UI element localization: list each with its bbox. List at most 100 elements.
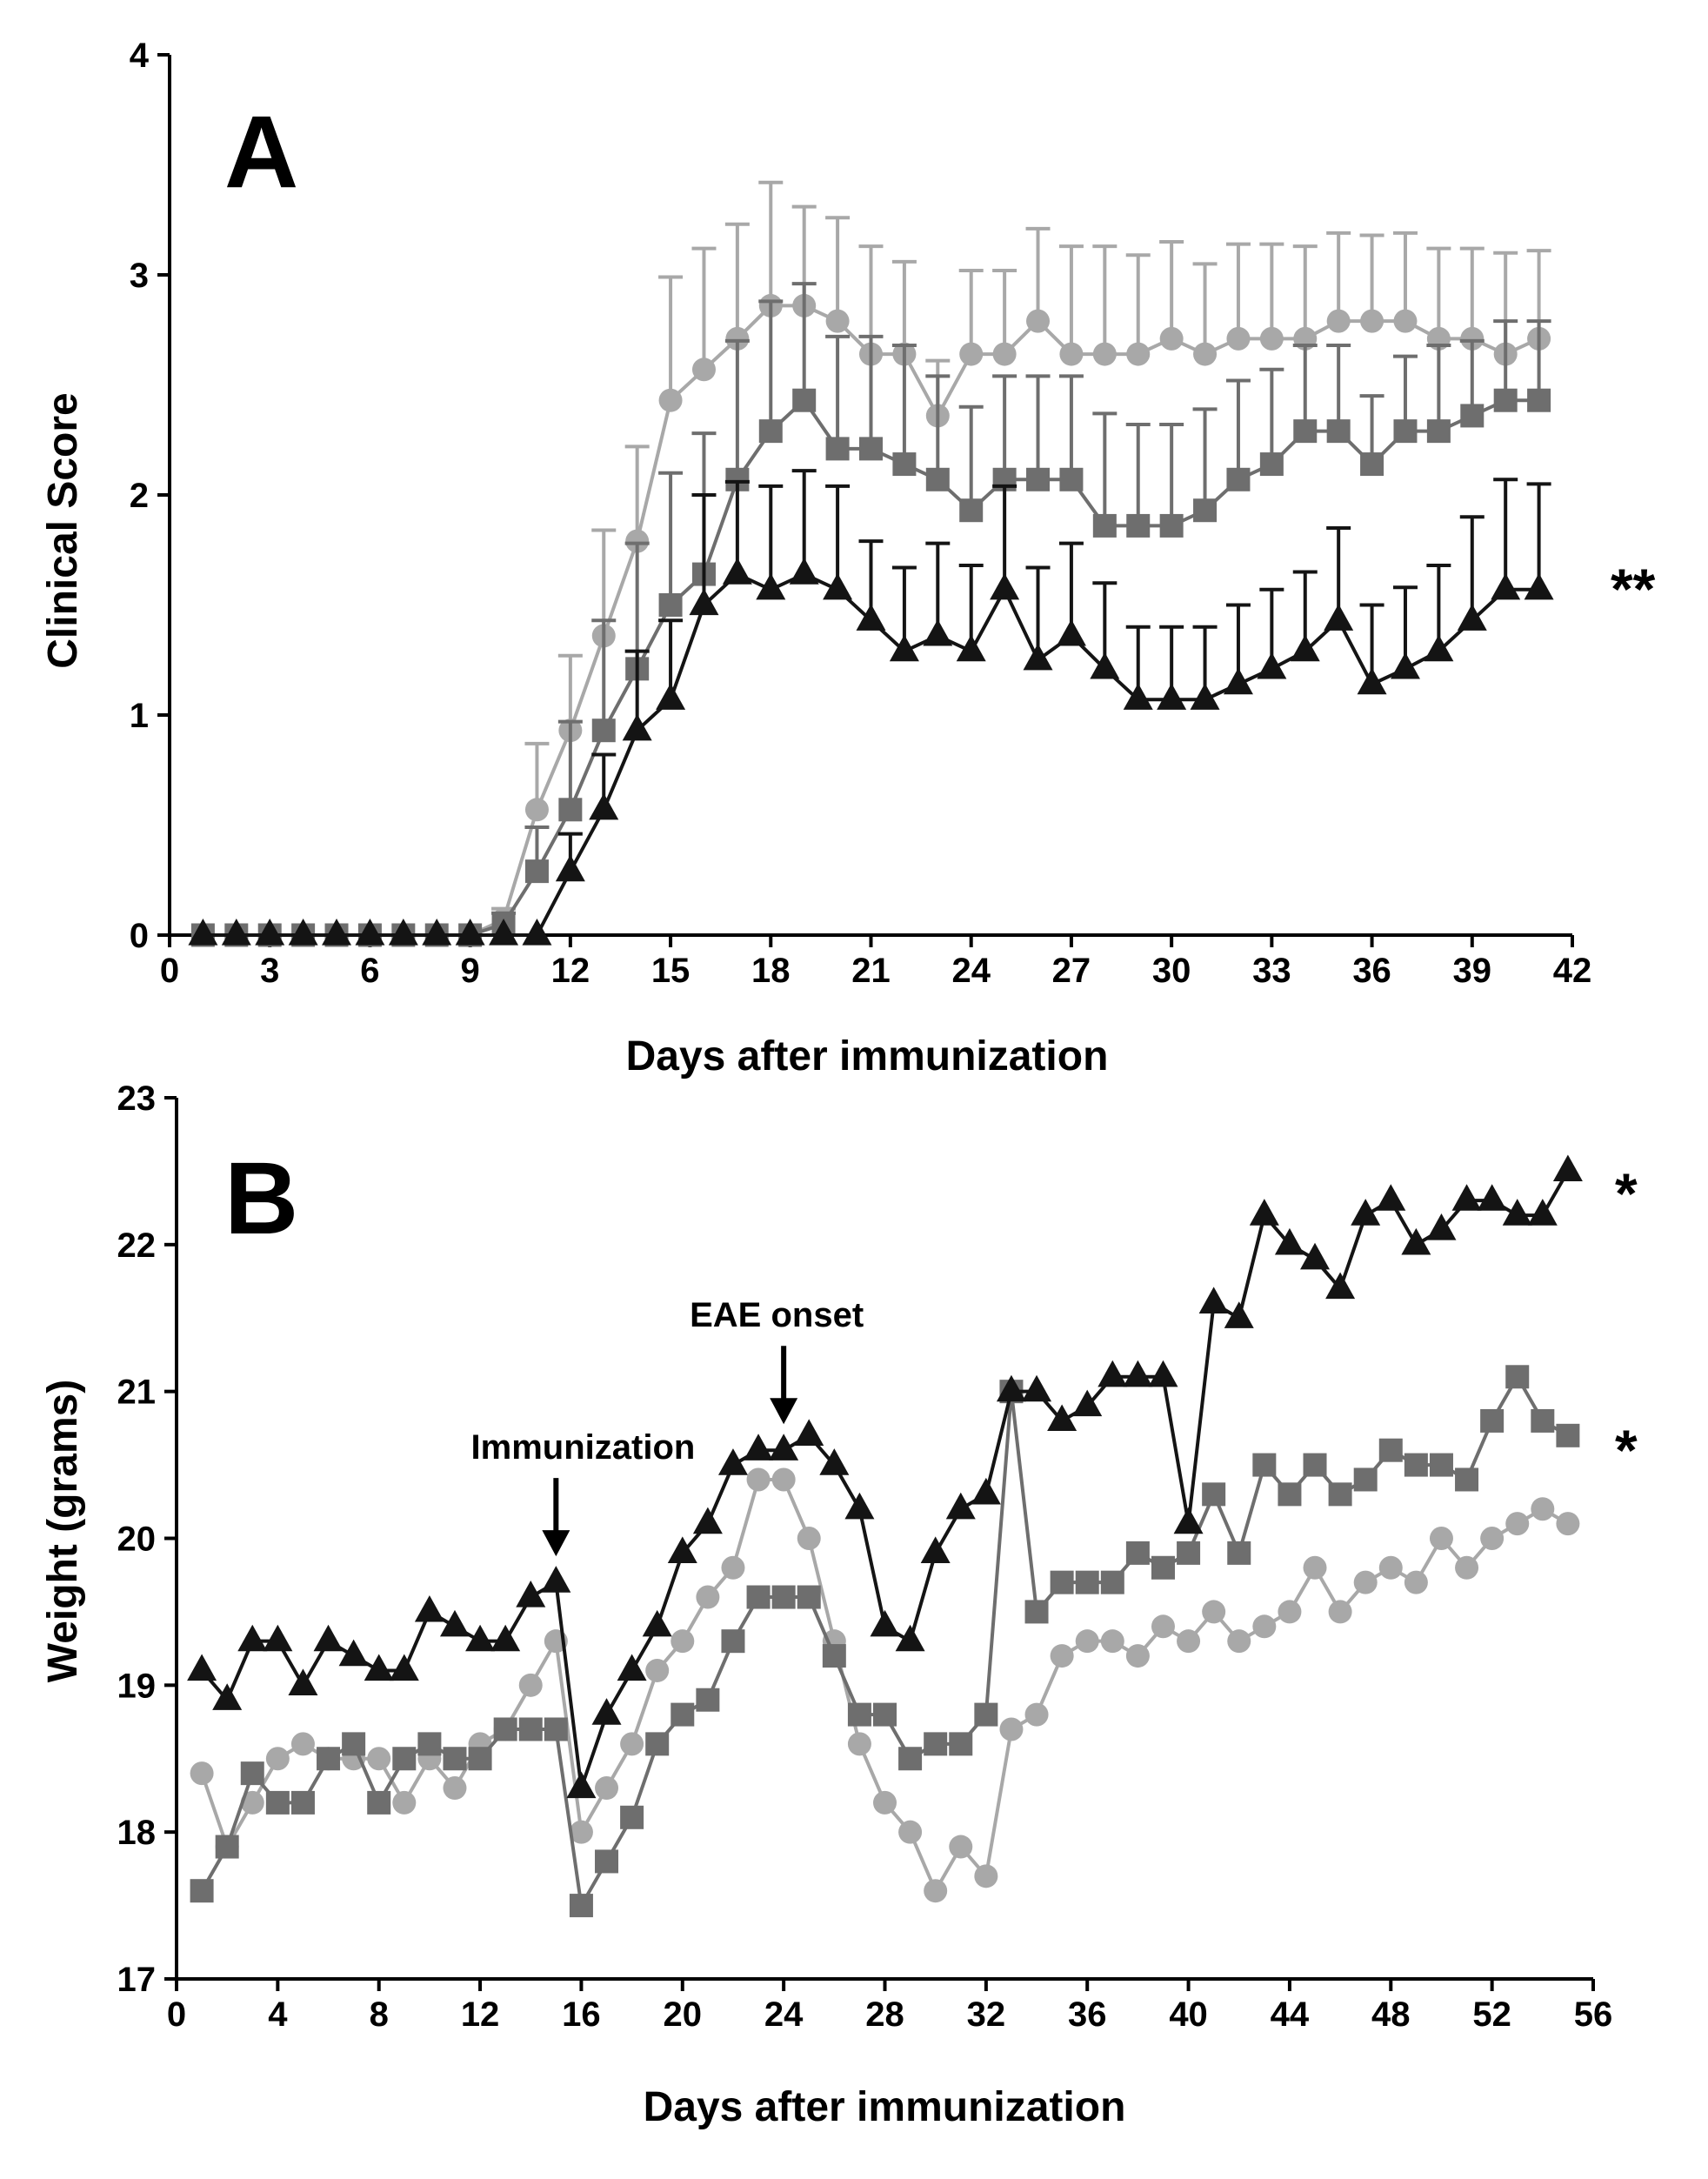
data-point-triangle: [237, 1624, 268, 1652]
series-black-triangles: [187, 1154, 1583, 1799]
data-point-triangle: [1173, 1507, 1204, 1534]
data-point-square: [1177, 1541, 1201, 1565]
data-point-triangle: [617, 1654, 647, 1681]
data-point-square: [1226, 467, 1251, 491]
data-point-square: [797, 1585, 821, 1609]
data-point-triangle: [1527, 1199, 1558, 1226]
data-point-square: [1556, 1423, 1580, 1447]
data-point-circle: [671, 1629, 695, 1654]
data-point-triangle: [870, 1609, 900, 1637]
data-point-circle: [1429, 1527, 1453, 1550]
data-point-square: [746, 1585, 771, 1609]
data-point-circle: [1100, 1629, 1124, 1654]
data-point-triangle: [541, 1566, 571, 1593]
data-point-square: [1531, 1408, 1555, 1433]
data-point-triangle: [1249, 1199, 1279, 1226]
panel-b-x-axis-title: Days after immunization: [644, 2084, 1126, 2130]
data-point-circle: [974, 1864, 998, 1888]
data-point-square: [721, 1629, 745, 1654]
annotation-arrowhead: [770, 1398, 798, 1425]
data-point-triangle: [889, 634, 919, 662]
data-point-triangle: [1123, 1360, 1153, 1387]
data-point-square: [1059, 467, 1084, 491]
panel-a-letter: A: [224, 95, 298, 210]
data-point-square: [493, 1717, 517, 1741]
data-point-triangle: [823, 572, 853, 600]
data-point-circle: [725, 326, 750, 351]
data-point-square: [825, 437, 850, 461]
data-point-square: [1293, 419, 1318, 444]
data-point-square: [544, 1717, 568, 1741]
data-point-triangle: [656, 683, 686, 710]
data-point-circle: [1326, 309, 1351, 333]
y-tick-label: 3: [130, 257, 149, 295]
data-point-square: [1050, 1570, 1074, 1594]
data-point-triangle: [971, 1477, 1001, 1505]
data-point-square: [1493, 388, 1518, 412]
data-point-circle: [240, 1790, 264, 1815]
data-point-square: [265, 1790, 290, 1815]
data-point-square: [342, 1732, 366, 1756]
data-point-triangle: [1023, 643, 1053, 671]
data-point-triangle: [489, 919, 519, 946]
data-point-circle: [1278, 1600, 1302, 1624]
data-point-triangle: [1047, 1404, 1078, 1432]
data-point-triangle: [322, 919, 352, 946]
data-point-square: [215, 1835, 239, 1859]
x-tick-label: 27: [1052, 952, 1091, 990]
data-point-square: [1159, 513, 1184, 538]
data-point-circle: [1059, 342, 1084, 366]
data-point-square: [822, 1644, 846, 1668]
data-point-square: [873, 1702, 897, 1727]
data-point-circle: [1193, 342, 1218, 366]
data-point-triangle: [1357, 667, 1387, 695]
data-point-square: [1505, 1365, 1530, 1389]
data-point-square: [1151, 1555, 1175, 1580]
data-point-triangle: [1324, 604, 1354, 631]
data-point-triangle: [1457, 604, 1487, 631]
data-point-circle: [746, 1467, 771, 1492]
data-point-triangle: [1257, 652, 1287, 679]
data-point-circle: [873, 1790, 897, 1815]
data-point-triangle: [1325, 1272, 1356, 1300]
data-point-triangle: [1300, 1242, 1331, 1270]
data-point-triangle: [692, 1507, 723, 1534]
panel-b-significance-triangles: *: [1615, 1161, 1638, 1226]
data-point-circle: [1026, 309, 1051, 333]
x-tick-label: 40: [1169, 1995, 1208, 2034]
data-point-circle: [1226, 326, 1251, 351]
panel-b-weight-chart: 0 4 8 12 16 20 24 28 32 36 40 44 48 52 561718192021222…: [40, 1079, 1638, 2130]
data-point-triangle: [1056, 618, 1086, 646]
data-point-triangle: [769, 1434, 799, 1460]
series-line: [200, 1477, 1569, 1895]
data-point-circle: [1177, 1629, 1201, 1654]
data-point-circle: [992, 342, 1017, 366]
data-point-square: [1075, 1570, 1099, 1594]
data-point-triangle: [212, 1683, 243, 1710]
panel-b-letter: B: [224, 1141, 298, 1256]
data-point-square: [392, 1747, 417, 1771]
data-point-square: [847, 1702, 871, 1727]
data-point-circle: [1075, 1629, 1099, 1654]
data-point-triangle: [263, 1624, 293, 1652]
x-tick-label: 20: [664, 1995, 703, 2034]
data-point-triangle: [1376, 1184, 1406, 1211]
data-point-circle: [1125, 1644, 1150, 1668]
data-point-triangle: [819, 1448, 850, 1475]
data-point-square: [792, 388, 817, 412]
data-point-triangle: [439, 1609, 470, 1637]
data-point-triangle: [642, 1609, 672, 1637]
data-point-square: [524, 859, 549, 884]
data-point-square: [671, 1702, 695, 1727]
panel-b-significance-squares: *: [1615, 1418, 1638, 1482]
data-point-square: [959, 498, 984, 523]
data-point-triangle: [667, 1536, 697, 1564]
x-tick-label: 33: [1252, 952, 1291, 990]
data-point-triangle: [389, 1654, 419, 1681]
data-point-square: [1426, 419, 1451, 444]
data-point-circle: [797, 1527, 821, 1550]
data-point-triangle: [744, 1434, 774, 1460]
data-point-square: [1125, 1541, 1150, 1565]
data-point-triangle: [1426, 1213, 1457, 1240]
